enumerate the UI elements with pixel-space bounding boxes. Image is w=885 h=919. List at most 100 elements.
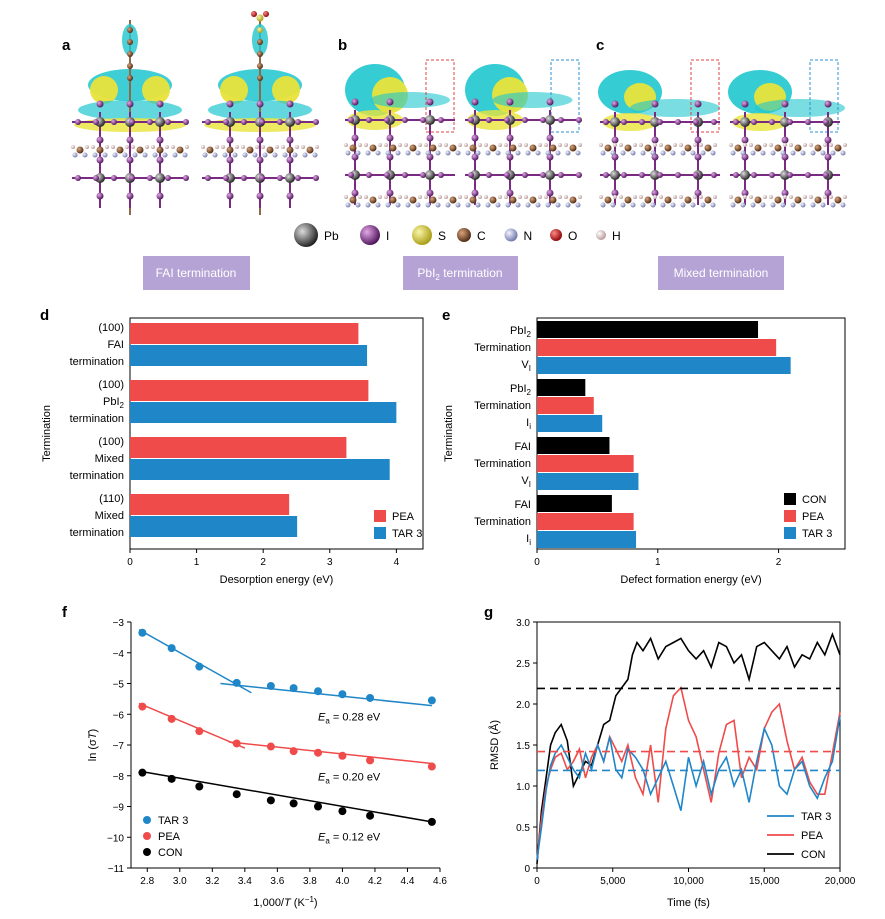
atom-I [402, 117, 408, 123]
atom-H [789, 195, 793, 199]
atom-H [498, 143, 502, 147]
atom-N [152, 152, 158, 158]
group-label: PbI2 [510, 383, 532, 397]
atom-N [485, 150, 491, 156]
atom-H [558, 143, 562, 147]
termination-box-a [143, 256, 250, 290]
x-tick-label: 0 [534, 557, 540, 568]
atom-C [257, 51, 263, 57]
atom-I [256, 192, 264, 200]
atom-C [409, 144, 417, 152]
atom-I [611, 136, 619, 144]
y-axis-label: Termination [443, 405, 455, 462]
atom-H [633, 195, 637, 199]
atom-H [301, 145, 305, 149]
atom-H [679, 195, 683, 199]
atom-I [694, 136, 702, 144]
legend-swatch-PEA [374, 510, 386, 522]
atom-H [639, 195, 643, 199]
atom-O [251, 11, 257, 17]
panel-label-c: c [596, 37, 604, 54]
atom-C [734, 196, 742, 204]
atom-I [741, 100, 749, 108]
atom-N [495, 202, 501, 208]
atom-N [405, 202, 411, 208]
atom-I [823, 172, 829, 178]
y-tick-label: −11 [108, 864, 125, 875]
atom-C [549, 144, 557, 152]
atom-N [122, 152, 128, 158]
atom-N [840, 150, 846, 156]
atom-N [630, 202, 636, 208]
atom-I [223, 175, 229, 181]
atom-C [754, 196, 762, 204]
atom-N [740, 150, 746, 156]
legend-label-PEA: PEA [801, 830, 824, 842]
atom-I [183, 175, 189, 181]
atom-H [633, 143, 637, 147]
atom-H [639, 143, 643, 147]
atom-Pb [650, 117, 660, 127]
atom-I [426, 189, 434, 197]
atom-C [604, 144, 612, 152]
fit-line-TAR3 [138, 629, 252, 694]
atom-H [404, 143, 408, 147]
atom-H [344, 195, 348, 199]
x-tick-label: 1 [194, 557, 200, 568]
fit-line-TAR3 [220, 682, 432, 707]
x-tick-label: 3.4 [238, 876, 252, 887]
atom-H [613, 143, 617, 147]
atom-N [355, 150, 361, 156]
atom-H [105, 145, 109, 149]
atom-C [266, 146, 274, 154]
atom-Pb [545, 170, 555, 180]
x-tick-label: 0 [127, 557, 133, 568]
atom-I [787, 119, 793, 125]
atom-I [402, 172, 408, 178]
atom-I [366, 117, 372, 123]
atom-I [226, 136, 234, 144]
atom-I [126, 192, 134, 200]
legend-swatch-CON [784, 493, 796, 505]
charge-density-lobe [492, 92, 573, 108]
atom-I [295, 119, 301, 125]
atom-C [76, 146, 84, 154]
legend-marker-PEA [143, 832, 151, 840]
atom-C [349, 144, 357, 152]
atom-I [576, 117, 582, 123]
atom-H [498, 195, 502, 199]
bar-TAR3-3 [537, 531, 637, 548]
atom-N [435, 202, 441, 208]
atom-I [351, 189, 359, 197]
atom-C [569, 196, 577, 204]
bar-PEA-3 [130, 494, 290, 515]
atom-H [659, 143, 663, 147]
point-CON [289, 799, 298, 808]
atom-C [127, 27, 133, 33]
atom-N [830, 202, 836, 208]
y-tick-label: 1.0 [516, 782, 530, 793]
atom-N [445, 150, 451, 156]
legend-atom-H [596, 230, 606, 240]
atom-N [465, 150, 471, 156]
atom-I [165, 119, 171, 125]
atom-N [630, 150, 636, 156]
atom-I [165, 175, 171, 181]
atom-H [673, 143, 677, 147]
legend-marker-TAR3 [143, 816, 151, 824]
legend-label-PEA: PEA [158, 831, 181, 843]
y-axis-label: Termination [41, 405, 53, 462]
atom-C [489, 144, 497, 152]
atom-Pb [545, 115, 555, 125]
legend-label-PEA: PEA [392, 511, 415, 523]
x-tick-label: 3 [327, 557, 333, 568]
group-label: Termination [474, 342, 531, 354]
atom-I [351, 153, 359, 161]
atom-N [620, 202, 626, 208]
atom-H [344, 143, 348, 147]
atom-C [369, 144, 377, 152]
atom-I [126, 156, 134, 164]
bar-CON-0 [537, 321, 759, 338]
bar-CON-1 [537, 379, 586, 396]
atom-I [694, 153, 702, 161]
